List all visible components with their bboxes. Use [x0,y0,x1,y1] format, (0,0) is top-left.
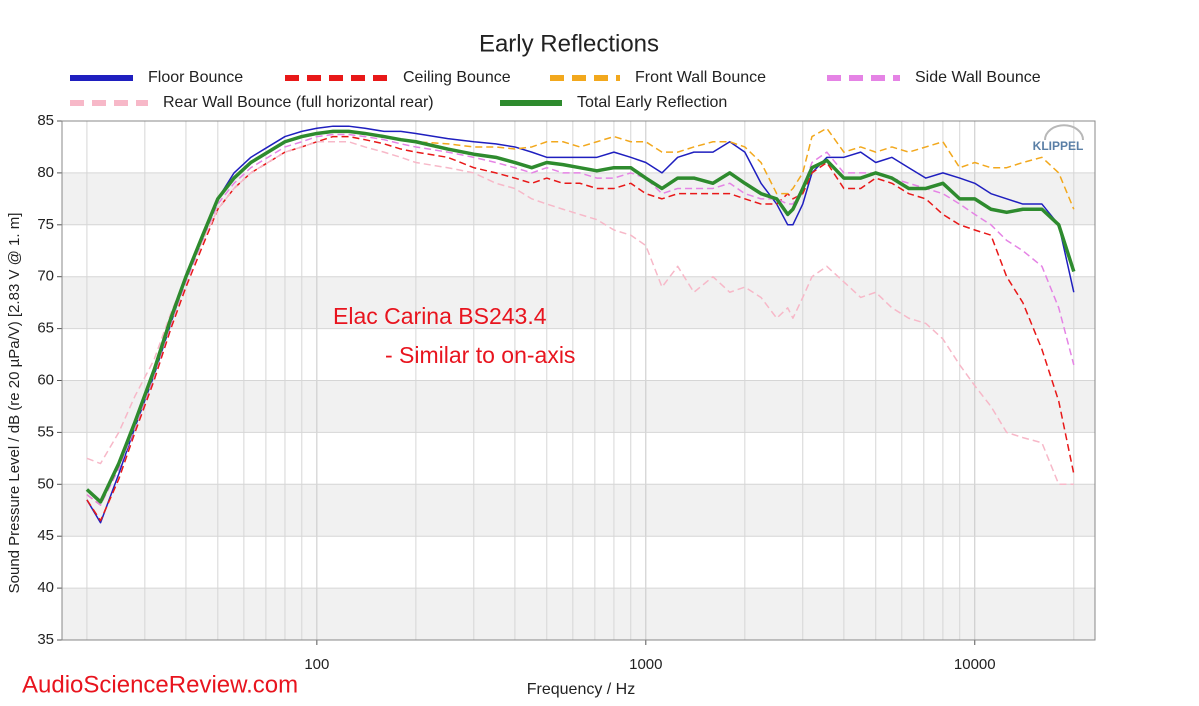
y-tick-label: 60 [37,371,54,388]
annotation: - Similar to on-axis [385,342,575,368]
y-tick-label: 35 [37,631,54,648]
x-tick-label: 1000 [629,656,662,673]
y-tick-label: 75 [37,216,54,233]
y-tick-label: 40 [37,579,54,596]
grid-band [62,380,1095,433]
y-tick-label: 45 [37,527,54,544]
legend-label: Front Wall Bounce [635,69,766,86]
legend-label: Total Early Reflection [577,94,727,111]
y-tick-label: 50 [37,475,54,492]
y-tick-label: 55 [37,423,54,440]
legend-label: Floor Bounce [148,69,243,86]
y-tick-label: 65 [37,320,54,337]
logo-arc [1044,124,1084,141]
series-line [85,129,1076,504]
x-axis-label: Frequency / Hz [527,681,635,698]
x-tick-label: 10000 [954,656,996,673]
series-line [86,133,1075,506]
y-axis-label: Sound Pressure Level / dB (re 20 µPa/V) … [6,213,23,594]
y-tick-label: 70 [37,268,54,285]
grid-band [62,484,1095,537]
y-tick-label: 80 [37,164,54,181]
watermark: AudioScienceReview.com [22,671,298,698]
x-tick-label: 100 [304,656,329,673]
series-line [86,125,1075,524]
chart-title: Early Reflections [479,30,659,57]
plot-frame [61,120,1096,641]
legend-label: Ceiling Bounce [403,69,511,86]
grid-band [62,588,1095,640]
annotation: Elac Carina BS243.4 [333,303,547,329]
grid-band [62,276,1095,329]
series-line [86,141,1074,486]
y-tick-label: 85 [37,112,54,129]
legend-label: Rear Wall Bounce (full horizontal rear) [163,94,434,111]
legend-label: Side Wall Bounce [915,69,1041,86]
logo: KLIPPEL [1033,139,1084,153]
grid-band [62,172,1095,225]
